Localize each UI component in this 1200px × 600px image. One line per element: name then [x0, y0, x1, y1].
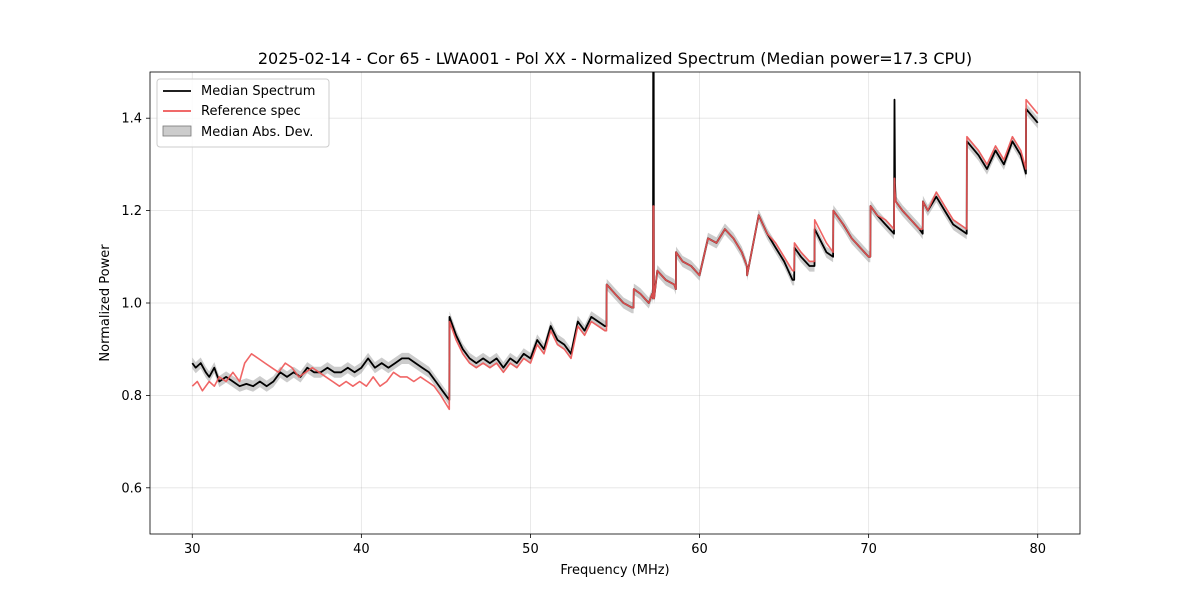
x-axis: 30 40 50 60 70 80: [184, 534, 1046, 557]
y-tick-label: 0.6: [121, 481, 142, 496]
x-axis-label: Frequency (MHz): [560, 563, 669, 578]
x-tick-label: 70: [860, 542, 877, 557]
legend-label-median: Median Spectrum: [201, 84, 315, 99]
plot-area: [191, 72, 1039, 411]
y-tick-label: 1.2: [121, 204, 142, 219]
legend-label-reference: Reference spec: [201, 104, 301, 119]
series-group: [191, 72, 1039, 411]
y-tick-label: 1.4: [121, 112, 142, 127]
legend-label-mad: Median Abs. Dev.: [201, 125, 313, 140]
y-tick-label: 1.0: [121, 297, 142, 312]
legend-box: [156, 78, 330, 148]
x-tick-label: 60: [691, 542, 708, 557]
y-tick-label: 0.8: [121, 389, 142, 404]
x-tick-label: 40: [353, 542, 370, 557]
x-tick-label: 80: [1029, 542, 1046, 557]
legend: Median Spectrum Reference spec Median Ab…: [156, 78, 330, 148]
y-axis: 0.6 0.8 1.0 1.2 1.4: [121, 112, 150, 496]
reference-spectrum-line: [191, 98, 1039, 411]
y-axis-label: Normalized Power: [98, 244, 113, 362]
x-tick-label: 30: [184, 542, 201, 557]
legend-swatch-mad: [162, 125, 192, 137]
mad-band: [192, 72, 1038, 406]
chart-title: 2025-02-14 - Cor 65 - LWA001 - Pol XX - …: [258, 49, 972, 68]
x-tick-label: 50: [522, 542, 539, 557]
